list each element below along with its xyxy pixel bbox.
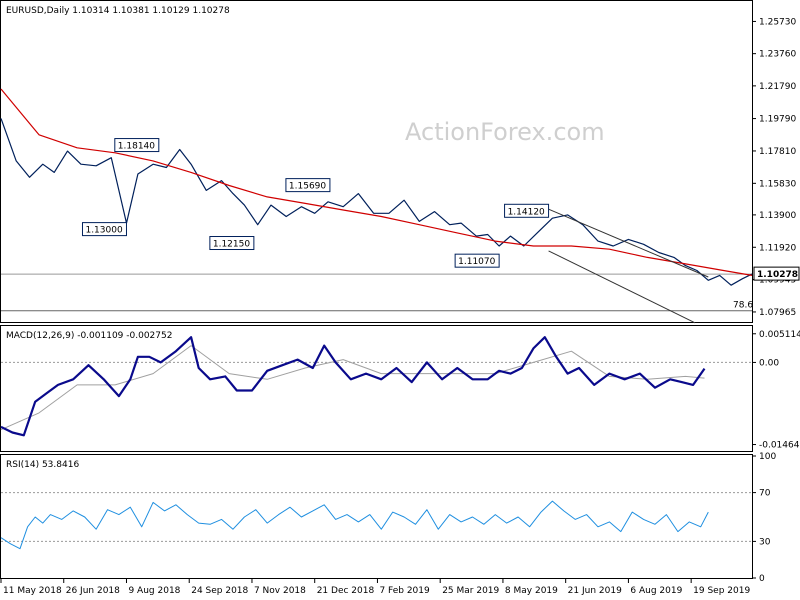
date-tick-label: 21 Jun 2019: [568, 586, 622, 596]
date-tick-label: 7 Feb 2019: [379, 586, 430, 596]
macd-tick-label: -0.014647: [759, 441, 800, 451]
price-tick-label: 1.15830: [759, 179, 796, 189]
price-panel-title: EURUSD,Daily 1.10314 1.10381 1.10129 1.1…: [6, 6, 230, 16]
fib-78-6-label: 78.6: [733, 301, 753, 311]
rsi-panel-title: RSI(14) 53.8416: [6, 460, 79, 470]
macd-line: [0, 336, 706, 437]
date-tick-label: 21 Dec 2018: [317, 586, 375, 596]
date-tick-label: 24 Sep 2018: [191, 586, 248, 596]
price-annotation-label: 1.14120: [508, 207, 545, 217]
reference-lines: [1, 273, 752, 542]
rsi-tick-label: 100: [759, 452, 776, 462]
label-layer: 78.6 1.18140 1.13000 1.15690 1.12150 1.14120 1…: [81, 138, 753, 311]
price-tick-label: 1.19790: [759, 115, 796, 125]
rsi-panel-frame: [0, 454, 753, 579]
price-tick-label: 1.13900: [759, 211, 796, 221]
axis-layer: 1.25730 1.23760 1.21790 1.19790 1.17810 1.158…: [0, 17, 800, 596]
macd-panel-title: MACD(12,26,9) -0.001109 -0.002752: [6, 331, 172, 341]
moving-average-line: [0, 88, 753, 276]
rsi-tick-label: 70: [759, 489, 771, 499]
price-series-line: [0, 118, 753, 286]
price-annotation-box: [209, 236, 255, 251]
price-annotation-label: 1.11070: [458, 257, 495, 267]
price-annotation-label: 1.18140: [118, 142, 155, 152]
current-price-label: 1.10278: [757, 270, 798, 280]
date-tick-label: 11 May 2018: [3, 586, 62, 596]
rsi-line: [0, 500, 709, 550]
channel-upper-line: [548, 208, 709, 278]
price-tick-label: 1.25730: [759, 17, 796, 27]
price-annotation-box: [114, 138, 160, 153]
date-tick-label: 6 Aug 2019: [630, 586, 682, 596]
date-tick-label: 25 Mar 2019: [442, 586, 499, 596]
price-tick-label: 1.11920: [759, 243, 796, 253]
rsi-tick-label: 0: [759, 574, 765, 584]
series-layer: [0, 88, 753, 550]
watermark: ActionForex.com: [405, 118, 605, 146]
date-tick-label: 9 Aug 2018: [128, 586, 180, 596]
macd-panel-frame: [0, 325, 753, 452]
rsi-tick-label: 30: [759, 537, 771, 547]
date-tick-label: 7 Nov 2018: [254, 586, 306, 596]
macd-tick-label: 0.00: [759, 358, 779, 368]
price-annotation-box: [81, 222, 127, 237]
price-annotation-box: [285, 178, 331, 193]
date-tick-label: 19 Sep 2019: [693, 586, 750, 596]
price-annotation-box: [454, 253, 500, 268]
price-tick-label: 1.17810: [759, 147, 796, 157]
current-price-box: [753, 266, 800, 281]
channel-lower-line: [548, 250, 696, 324]
price-annotation-label: 1.12150: [213, 240, 250, 250]
date-tick-label: 26 Jun 2018: [66, 586, 120, 596]
price-panel-frame: [0, 0, 753, 323]
date-tick-label: 8 May 2019: [505, 586, 558, 596]
price-annotation-label: 1.13000: [85, 226, 122, 236]
price-tick-label: 1.23760: [759, 50, 796, 60]
price-annotation-label: 1.15690: [289, 182, 326, 192]
macd-signal-line: [0, 345, 705, 431]
macd-tick-label: 0.005114: [759, 330, 800, 340]
price-annotation-box: [504, 203, 550, 218]
price-tick-label: 1.21790: [759, 82, 796, 92]
price-tick-label: 1.07965: [759, 308, 796, 318]
